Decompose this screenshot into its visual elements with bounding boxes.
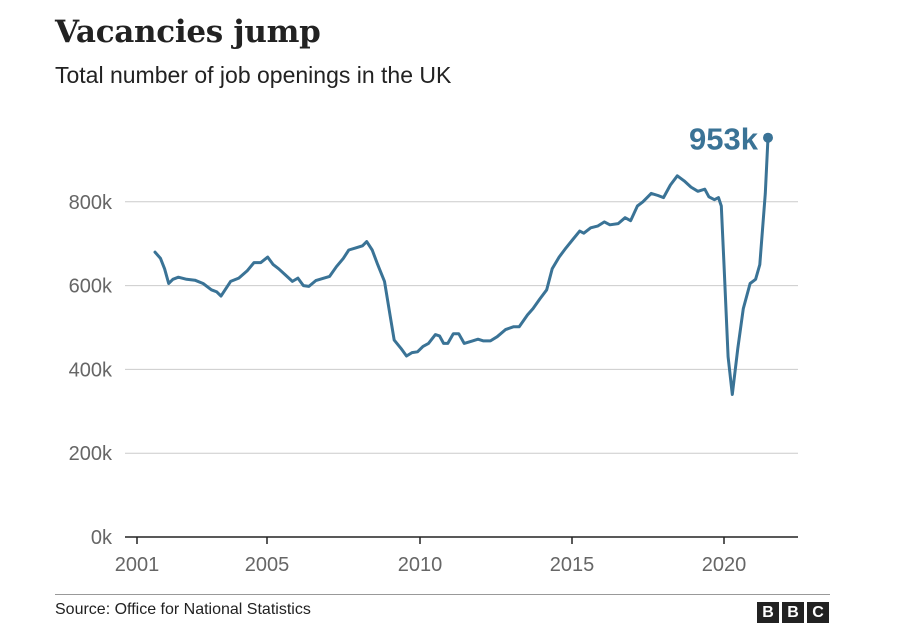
footer-divider [55,594,830,595]
x-tick-label: 2015 [550,554,595,576]
end-point-marker [763,132,773,143]
peak-annotation: 953k [689,122,759,157]
bbc-logo-letter: B [757,602,779,623]
bbc-logo-letter: C [807,602,829,623]
x-tick-label: 2020 [702,554,747,576]
y-tick-label: 0k [91,527,113,549]
chart-subtitle: Total number of job openings in the UK [55,62,452,88]
y-tick-label: 600k [69,276,113,298]
x-tick-label: 2005 [245,554,290,576]
source-note: Source: Office for National Statistics [55,601,311,618]
bbc-logo: B B C [757,602,829,623]
chart-title: Vacancies jump [55,14,321,50]
line-chart: 0k 200k 400k 600k 800k 2001 2005 2010 2015 2020 95… [69,122,798,576]
series-line [153,136,770,396]
y-tick-label: 400k [69,359,113,381]
x-tick-label: 2001 [115,554,160,576]
bbc-logo-letter: B [782,602,804,623]
y-tick-label: 800k [69,192,113,214]
y-tick-label: 200k [69,443,113,465]
x-tick-label: 2010 [398,554,443,576]
